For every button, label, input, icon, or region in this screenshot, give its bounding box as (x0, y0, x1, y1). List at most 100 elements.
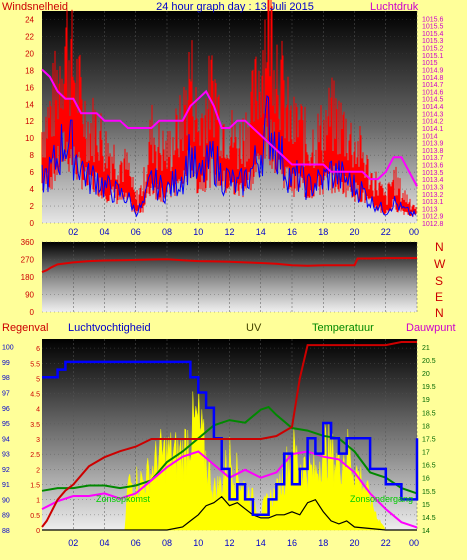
compass-e: E (435, 290, 443, 304)
y-tick-pressure: 1015 (422, 60, 438, 67)
x-tick-label: 02 (68, 538, 78, 548)
y-tick-rain: 5 (36, 376, 40, 383)
y-tick-direction: 360 (21, 238, 35, 247)
y-tick-humidity: 88 (2, 528, 10, 535)
x-tick-label: 16 (287, 538, 297, 548)
y-tick-direction: 90 (25, 291, 34, 300)
y-tick-rain: 2.5 (30, 452, 40, 459)
y-tick-pressure: 1014.2 (422, 119, 444, 126)
y-tick-temperature: 15 (422, 502, 430, 509)
y-tick-wind: 8 (30, 151, 35, 160)
y-tick-temperature: 20.5 (422, 358, 436, 365)
x-tick-label: 20 (349, 227, 359, 237)
wind-direction-line (41, 257, 417, 274)
y-tick-rain: 4.5 (30, 392, 40, 399)
label-dewpoint: Dauwpunt (406, 322, 456, 334)
y-tick-wind: 10 (25, 134, 34, 143)
y-tick-pressure: 1014.9 (422, 67, 444, 74)
y-tick-rain: 0.5 (30, 513, 40, 520)
y-tick-pressure: 1014.4 (422, 104, 444, 111)
y-tick-humidity: 96 (2, 406, 10, 413)
x-tick-label: 18 (318, 538, 328, 548)
y-tick-wind: 20 (25, 49, 34, 58)
y-tick-humidity: 97 (2, 390, 10, 397)
x-tick-label: 12 (224, 227, 234, 237)
y-tick-wind: 12 (25, 117, 34, 126)
y-tick-rain: 5.5 (30, 361, 40, 368)
y-tick-humidity: 92 (2, 467, 10, 474)
y-tick-pressure: 1014.7 (422, 82, 444, 89)
y-tick-humidity: 94 (2, 436, 10, 443)
y-tick-temperature: 17.5 (422, 436, 436, 443)
y-tick-pressure: 1013.5 (422, 170, 444, 177)
label-uv: UV (246, 322, 262, 334)
y-tick-humidity: 99 (2, 360, 10, 367)
y-tick-pressure: 1015.5 (422, 24, 444, 31)
x-tick-label: 18 (318, 227, 328, 237)
y-tick-pressure: 1015.2 (422, 46, 444, 53)
y-tick-wind: 2 (30, 202, 35, 211)
y-tick-pressure: 1014.5 (422, 97, 444, 104)
y-tick-temperature: 21 (422, 345, 430, 352)
rain-line (41, 341, 417, 528)
y-tick-humidity: 98 (2, 375, 10, 382)
y-tick-wind: 14 (25, 100, 34, 109)
x-tick-label: 06 (131, 227, 141, 237)
y-tick-pressure: 1014 (422, 133, 438, 140)
direction-series (41, 257, 417, 274)
x-tick-label: 10 (193, 227, 203, 237)
y-tick-humidity: 91 (2, 482, 10, 489)
y-tick-direction: 0 (30, 308, 35, 317)
x-tick-label: 12 (224, 538, 234, 548)
weather-series (41, 341, 419, 531)
y-tick-wind: 22 (25, 32, 34, 41)
y-tick-temperature: 18.5 (422, 410, 436, 417)
temperature-line (41, 405, 418, 495)
y-tick-pressure: 1013.8 (422, 148, 444, 155)
right-label-pressure: Luchtdruk (370, 1, 419, 13)
y-tick-pressure: 1013.6 (422, 163, 444, 170)
x-tick-label: 04 (99, 538, 109, 548)
humidity-line (42, 360, 419, 516)
sunset-label: Zonsondergang (350, 494, 413, 504)
y-tick-temperature: 20 (422, 371, 430, 378)
y-tick-direction: 180 (21, 273, 35, 282)
label-rain: Regenval (2, 322, 48, 334)
y-tick-wind: 0 (30, 219, 35, 228)
y-tick-humidity: 89 (2, 513, 10, 520)
x-tick-label: 20 (349, 538, 359, 548)
y-tick-rain: 6 (36, 346, 40, 353)
y-tick-wind: 6 (30, 168, 35, 177)
x-tick-label: 08 (162, 538, 172, 548)
y-tick-pressure: 1013 (422, 206, 438, 213)
y-tick-temperature: 16.5 (422, 463, 436, 470)
compass-n-bottom: N (435, 306, 444, 320)
y-tick-temperature: 15.5 (422, 489, 436, 496)
y-tick-wind: 4 (30, 185, 35, 194)
y-tick-rain: 0 (36, 528, 40, 535)
x-tick-label: 14 (256, 538, 266, 548)
y-tick-pressure: 1013.3 (422, 184, 444, 191)
compass-w: W (434, 257, 446, 271)
wind-series (41, 0, 418, 218)
y-tick-rain: 3 (36, 437, 40, 444)
y-tick-humidity: 93 (2, 452, 10, 459)
x-tick-label: 06 (131, 538, 141, 548)
y-tick-wind: 24 (25, 15, 34, 24)
x-tick-label: 04 (99, 227, 109, 237)
x-tick-label: 22 (381, 538, 391, 548)
y-tick-rain: 1 (36, 498, 40, 505)
direction-grid (42, 241, 418, 313)
y-tick-pressure: 1014.1 (422, 126, 444, 133)
y-tick-pressure: 1013.4 (422, 177, 444, 184)
y-tick-temperature: 16 (422, 476, 430, 483)
y-tick-pressure: 1015.1 (422, 53, 444, 60)
y-tick-pressure: 1012.8 (422, 221, 444, 228)
y-tick-temperature: 19.5 (422, 384, 436, 391)
y-tick-humidity: 90 (2, 497, 10, 504)
y-tick-pressure: 1012.9 (422, 214, 444, 221)
y-tick-rain: 1.5 (30, 483, 40, 490)
y-tick-humidity: 100 (2, 345, 14, 352)
